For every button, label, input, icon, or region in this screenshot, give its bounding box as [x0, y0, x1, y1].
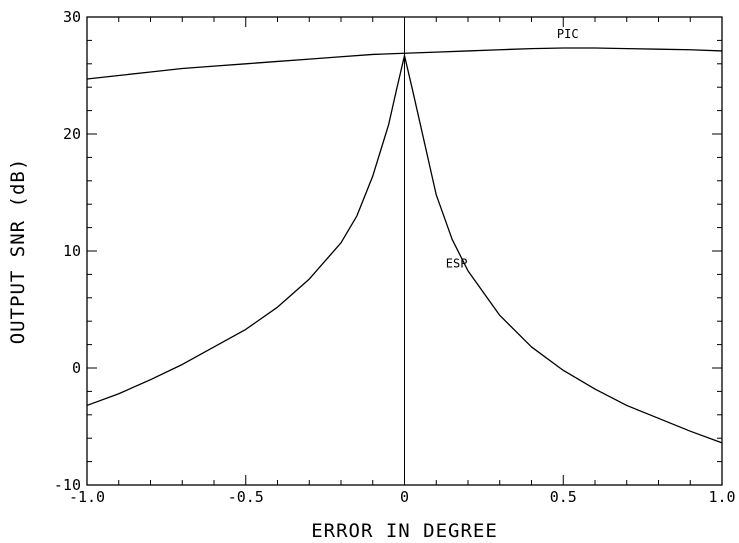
y-axis-label: OUTPUT SNR (dB)	[7, 158, 29, 345]
x-tick-label: 0	[400, 488, 409, 506]
series-lines	[86, 47, 723, 444]
y-tick-label: 0	[72, 359, 81, 377]
series-labels: PIC ESP	[446, 27, 579, 270]
x-tick-label: -1.0	[69, 488, 105, 506]
series-line-esp	[86, 54, 723, 444]
axis-tick-labels: -1.0 -0.5 0 0.5 1.0 -10 0 10 20 30	[54, 8, 736, 506]
y-tick-label: 10	[63, 242, 81, 260]
x-tick-label: 0.5	[550, 488, 577, 506]
x-axis-label: ERROR IN DEGREE	[311, 520, 498, 542]
axis-ticks	[86, 16, 723, 486]
y-tick-label: 30	[63, 8, 81, 26]
y-tick-label: 20	[63, 125, 81, 143]
x-tick-label: -0.5	[228, 488, 264, 506]
y-tick-label: -10	[54, 476, 81, 494]
series-line-pic	[86, 47, 723, 80]
series-label-pic: PIC	[557, 27, 579, 41]
series-label-esp: ESP	[446, 256, 468, 270]
x-tick-label: 1.0	[708, 488, 735, 506]
